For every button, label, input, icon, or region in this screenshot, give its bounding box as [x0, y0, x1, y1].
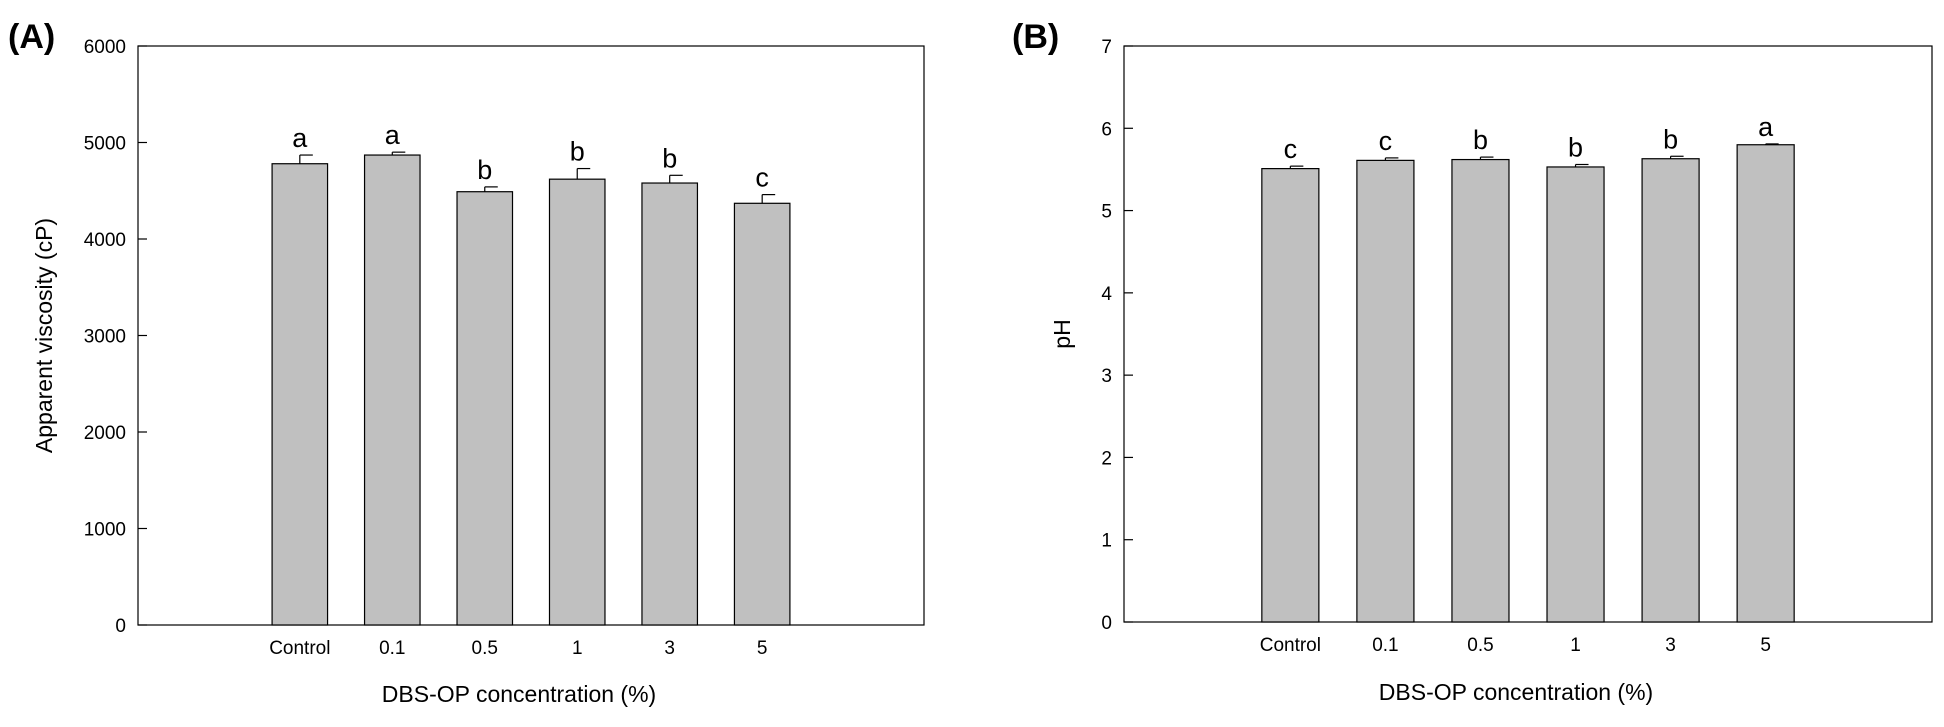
- panel-a-ytick-label: 5000: [84, 134, 126, 155]
- panel-a-bar: [456, 191, 514, 626]
- panel-b-ytick-label: 2: [1101, 448, 1112, 469]
- panel-b-ytick-label: 4: [1101, 284, 1112, 305]
- panel-b-category-label: 1: [1570, 635, 1581, 656]
- panel-b-bar: [1451, 158, 1510, 623]
- panel-a-ytick-label: 3000: [84, 327, 126, 348]
- panel-a-ytick-label: 2000: [84, 423, 126, 444]
- panel-b-significance-letter: b: [1663, 124, 1678, 154]
- panel-b-category-label: 5: [1760, 635, 1771, 656]
- panel-a-significance-letter: a: [292, 123, 308, 153]
- panel-b-bar: [1641, 158, 1700, 623]
- panel-a-significance-letter: a: [385, 120, 401, 150]
- panel-a-category-label: 3: [664, 638, 675, 659]
- panel-b-ytick-label: 0: [1101, 613, 1112, 634]
- panel-a-significance-letter: b: [570, 137, 585, 167]
- panel-b-ytick-label: 6: [1101, 119, 1112, 140]
- panel-a-ytick-label: 1000: [84, 520, 126, 541]
- panel-a-ytick-label: 6000: [84, 37, 126, 58]
- panel-b-category-label: 0.5: [1467, 635, 1493, 656]
- panel-b-ytick-label: 5: [1101, 202, 1112, 223]
- panel-b-ytick-label: 7: [1101, 37, 1112, 58]
- panel-b-significance-letter: b: [1473, 125, 1488, 155]
- panel-a-significance-letter: c: [755, 163, 769, 193]
- panel-b-label: (B): [1012, 18, 1059, 56]
- panel-b-category-label: 3: [1665, 635, 1676, 656]
- panel-a-significance-letter: b: [477, 155, 492, 185]
- panel-b-significance-letter: c: [1284, 134, 1298, 164]
- panel-a-category-label: Control: [269, 638, 330, 659]
- panel-a-plot-frame: [137, 45, 925, 626]
- panel-b-significance-letter: c: [1379, 126, 1393, 156]
- panel-b-x-axis-label: DBS-OP concentration (%): [1379, 679, 1653, 705]
- panel-a-bar: [363, 154, 421, 626]
- panel-b-category-label: 0.1: [1372, 635, 1398, 656]
- panel-a-bar: [548, 178, 606, 626]
- panel-a-category-label: 5: [757, 638, 768, 659]
- panel-b-y-axis-label: pH: [1049, 319, 1075, 348]
- panel-a-significance-letter: b: [662, 143, 677, 173]
- panel-b-plot-frame: [1123, 45, 1933, 623]
- panel-a-y-axis-label: Apparent viscosity (cP): [31, 218, 57, 453]
- panel-a-category-label: 0.5: [472, 638, 498, 659]
- panel-b-category-label: Control: [1260, 635, 1321, 656]
- panel-b-significance-letter: a: [1758, 112, 1774, 142]
- panel-a-bar: [733, 202, 791, 626]
- panel-a-bar: [641, 182, 699, 626]
- panel-b-bar: [1546, 166, 1605, 623]
- panel-a-ytick-label: 0: [115, 616, 126, 637]
- panel-a-label: (A): [8, 18, 55, 56]
- panel-b-ytick-label: 3: [1101, 366, 1112, 387]
- panel-a-x-axis-label: DBS-OP concentration (%): [382, 681, 656, 707]
- panel-b-bar: [1356, 159, 1415, 623]
- panel-b-bar: [1736, 144, 1795, 623]
- panel-a-bar: [271, 163, 329, 626]
- panel-a-category-label: 0.1: [379, 638, 405, 659]
- panel-b-bar: [1261, 168, 1320, 623]
- panel-a-ytick-label: 4000: [84, 230, 126, 251]
- panel-a-category-label: 1: [572, 638, 583, 659]
- panel-b-significance-letter: b: [1568, 132, 1583, 162]
- panel-b-ytick-label: 1: [1101, 531, 1112, 552]
